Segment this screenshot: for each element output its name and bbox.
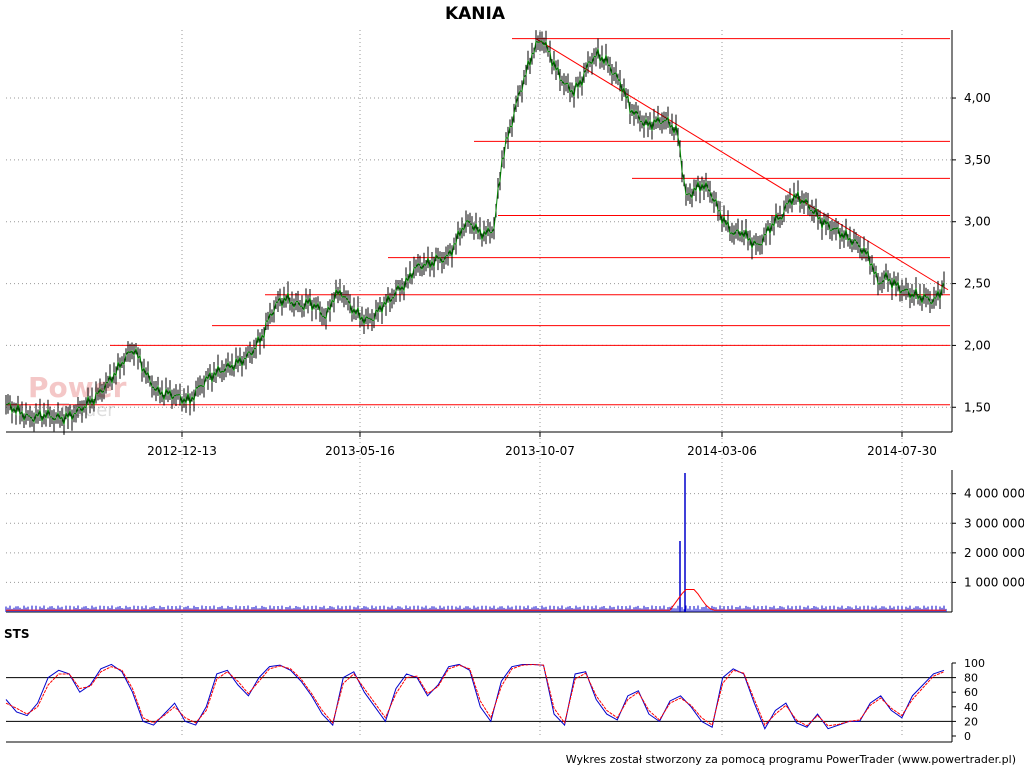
sts-y-tick-label: 0 — [964, 730, 971, 743]
volume-y-tick-label: 3 000 000 — [964, 516, 1024, 530]
x-tick-label: 2012-12-13 — [147, 444, 217, 458]
volume-average-line — [6, 589, 946, 611]
trend-line — [535, 38, 949, 291]
price-close-line — [5, 40, 945, 425]
sts-y-tick-label: 40 — [964, 701, 978, 714]
price-panel: 1,50 2,00 2,50 3,00 3,50 4,00 2012-12-13 2013-0… — [5, 30, 991, 736]
x-tick-label: 2013-05-16 — [325, 444, 395, 458]
y-tick-label: 4,00 — [964, 91, 991, 105]
sts-y-tick-label: 100 — [964, 657, 985, 670]
volume-panel: 1 000 000 2 000 000 3 000 000 4 000 000 — [5, 470, 1024, 613]
y-tick-label: 3,00 — [964, 215, 991, 229]
sts-y-tick-label: 80 — [964, 672, 978, 685]
x-tick-label: 2013-10-07 — [505, 444, 575, 458]
sts-y-tick-label: 60 — [964, 686, 978, 699]
volume-y-tick-label: 2 000 000 — [964, 546, 1024, 560]
sts-label: STS — [4, 627, 29, 641]
y-tick-label: 2,00 — [964, 338, 991, 352]
volume-y-tick-label: 1 000 000 — [964, 575, 1024, 589]
x-tick-label: 2014-07-30 — [867, 444, 937, 458]
footer-credit: Wykres został stworzony za pomocą progra… — [566, 753, 1016, 766]
y-tick-label: 1,50 — [964, 400, 991, 414]
sts-y-tick-label: 20 — [964, 715, 978, 728]
y-tick-label: 3,50 — [964, 153, 991, 167]
sts-k-line — [5, 663, 945, 730]
volume-y-tick-label: 4 000 000 — [964, 487, 1024, 501]
sts-d-line — [5, 663, 945, 727]
y-tick-label: 2,50 — [964, 277, 991, 291]
chart-title: KANIA — [445, 4, 506, 24]
x-tick-label: 2014-03-06 — [687, 444, 757, 458]
